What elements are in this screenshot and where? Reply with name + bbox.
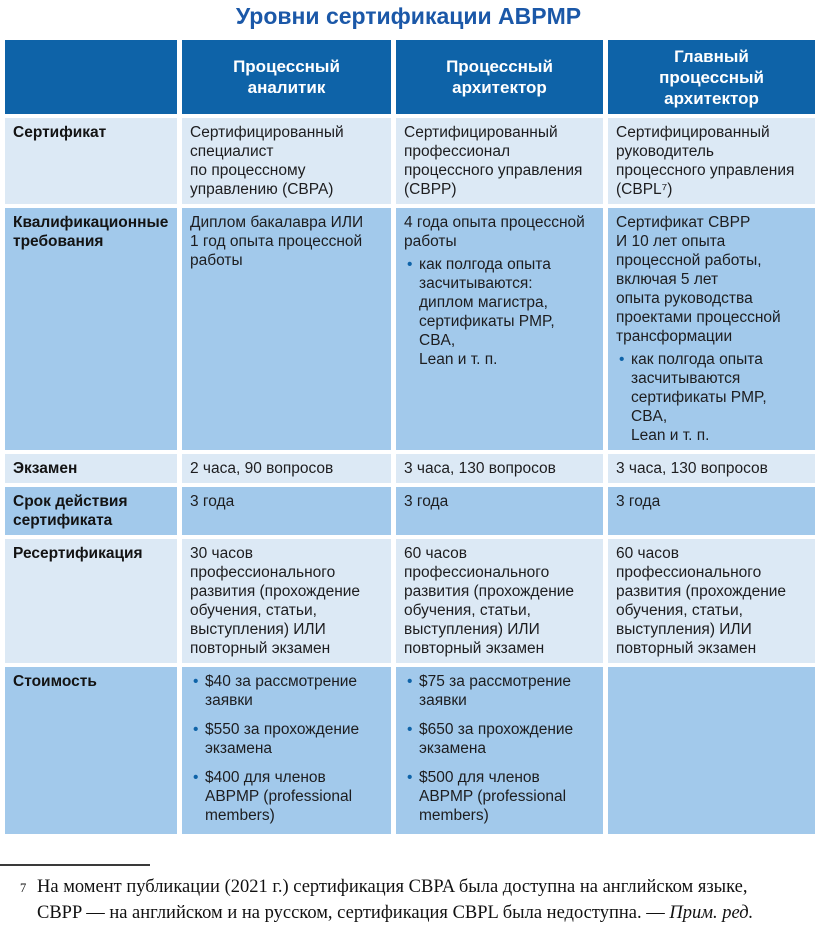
row-label: Срок действия сертификата <box>5 487 177 535</box>
bullet-dot-icon: • <box>407 721 413 738</box>
row-label: Экзамен <box>5 454 177 483</box>
cell-text: 30 часов профессионального развития (про… <box>190 545 361 657</box>
table-cell: 60 часов профессионального развития (про… <box>396 539 603 663</box>
bullet-item: • $75 за рассмотрение заявки <box>404 672 595 710</box>
table-cell: Диплом бакалавра ИЛИ 1 год опыта процесс… <box>182 208 391 450</box>
cell-text: 3 года <box>616 493 661 510</box>
footnote-text: На момент публикации (2021 г.) сертифика… <box>37 877 748 923</box>
table-cell: 60 часов профессионального развития (про… <box>608 539 815 663</box>
footnote-marker: 7 <box>20 881 27 895</box>
table-cell: 3 часа, 130 вопросов <box>396 454 603 483</box>
table-cell: 3 часа, 130 вопросов <box>608 454 815 483</box>
cell-text: 3 часа, 130 вопросов <box>404 460 556 477</box>
table-cell: Сертифицированный специалист по процессн… <box>182 118 391 204</box>
table-cell: 3 года <box>396 487 603 535</box>
bullet-item: • $550 за прохождение экзамена <box>190 720 383 758</box>
table-cell: • $75 за рассмотрение заявки • $650 за прох… <box>396 667 603 834</box>
table-cell: 4 года опыта процессной работы • как полго… <box>396 208 603 450</box>
bullet-dot-icon: • <box>407 673 413 690</box>
bullet-text: $40 за рассмотрение заявки <box>205 673 358 709</box>
corner-cell <box>5 40 177 114</box>
bullet-dot-icon: • <box>407 769 413 786</box>
bullet-dot-icon: • <box>407 256 413 273</box>
bullet-item: • как полгода опыта засчитываются: диплом… <box>404 255 595 369</box>
table-cell: 2 часа, 90 вопросов <box>182 454 391 483</box>
footnote-editor-note: Прим. ред. <box>669 903 754 923</box>
bullet-dot-icon: • <box>193 721 199 738</box>
cell-text: Сертифицированный руководитель процессно… <box>616 124 795 198</box>
row-label: Стоимость <box>5 667 177 834</box>
cell-text: 60 часов профессионального развития (про… <box>404 545 575 657</box>
bullet-text: $500 для членов ABPMP (professional memb… <box>419 769 567 824</box>
column-header: Процессный аналитик <box>182 40 391 114</box>
footnote-divider <box>0 864 150 866</box>
footnote: 7 На момент публикации (2021 г.) сертифик… <box>0 874 817 926</box>
cell-text: Сертифицированный профессионал процессно… <box>404 124 583 198</box>
page-title: Уровни сертификации ABPMP <box>235 3 582 29</box>
bullet-item: • $400 для членов ABPMP (professional mem… <box>190 768 383 825</box>
bullet-text: $550 за прохождение экзамена <box>205 721 360 757</box>
cell-text: 3 года <box>190 493 235 510</box>
certification-table: Процессный аналитик Процессный архитектор… <box>5 40 815 834</box>
bullet-item: • $500 для членов ABPMP (professional mem… <box>404 768 595 825</box>
bullet-text: как полгода опыта засчитываются: диплом … <box>419 256 555 368</box>
column-header: Процессный архитектор <box>396 40 603 114</box>
bullet-dot-icon: • <box>619 351 625 368</box>
bullet-item: • $40 за рассмотрение заявки <box>190 672 383 710</box>
bullet-list: • как полгода опыта засчитываются: диплом… <box>404 255 595 369</box>
cell-text: 3 часа, 130 вопросов <box>616 460 768 477</box>
bullet-list: • $40 за рассмотрение заявки • $550 за прох… <box>190 672 383 825</box>
cell-text: Сертифицированный специалист по процессн… <box>190 124 344 198</box>
bullet-list: • $75 за рассмотрение заявки • $650 за прох… <box>404 672 595 825</box>
bullet-item: • как полгода опыта засчитываются сертифи… <box>616 350 807 445</box>
row-label: Сертификат <box>5 118 177 204</box>
bullet-text: $75 за рассмотрение заявки <box>419 673 572 709</box>
table-cell: Сертифицированный профессионал процессно… <box>396 118 603 204</box>
bullet-text: как полгода опыта засчитываются сертифик… <box>631 351 767 444</box>
table-cell: • $40 за рассмотрение заявки • $550 за прох… <box>182 667 391 834</box>
row-label: Ресертификация <box>5 539 177 663</box>
column-header: Главный процессный архитектор <box>608 40 815 114</box>
bullet-item: • $650 за прохождение экзамена <box>404 720 595 758</box>
table-cell: Сертифицированный руководитель процессно… <box>608 118 815 204</box>
table-cell: 30 часов профессионального развития (про… <box>182 539 391 663</box>
cell-text: Диплом бакалавра ИЛИ 1 год опыта процесс… <box>190 214 364 269</box>
table-cell: 3 года <box>182 487 391 535</box>
row-label: Квалификационные требования <box>5 208 177 450</box>
table-cell: Сертификат CBPP И 10 лет опыта процессно… <box>608 208 815 450</box>
bullet-dot-icon: • <box>193 673 199 690</box>
table-cell: 3 года <box>608 487 815 535</box>
cell-text: 3 года <box>404 493 449 510</box>
cell-text: 4 года опыта процессной работы <box>404 214 585 250</box>
table-cell <box>608 667 815 834</box>
page: Уровни сертификации ABPMP Процессный ана… <box>0 3 817 926</box>
bullet-text: $400 для членов ABPMP (professional memb… <box>205 769 353 824</box>
cell-text: Сертификат CBPP И 10 лет опыта процессно… <box>616 214 781 345</box>
bullet-list: • как полгода опыта засчитываются сертифи… <box>616 350 807 445</box>
bullet-text: $650 за прохождение экзамена <box>419 721 574 757</box>
cell-text: 60 часов профессионального развития (про… <box>616 545 787 657</box>
bullet-dot-icon: • <box>193 769 199 786</box>
cell-text: 2 часа, 90 вопросов <box>190 460 334 477</box>
